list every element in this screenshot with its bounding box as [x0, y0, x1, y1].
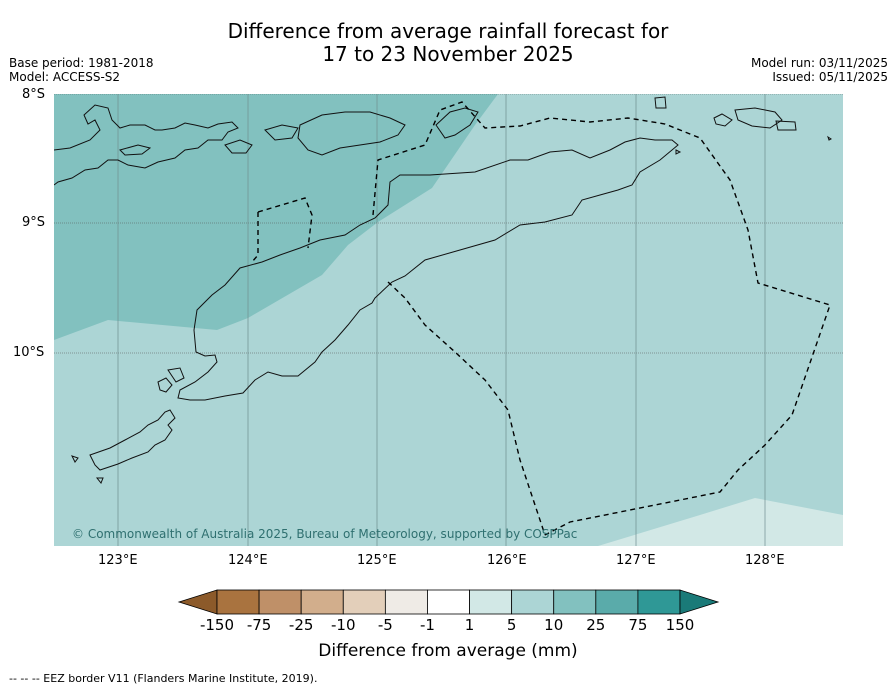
colorbar-tick-label: -25: [288, 616, 314, 634]
lon-label-127e: 127°E: [616, 553, 656, 568]
colorbar-tick-label: -75: [246, 616, 272, 634]
map-area: © Commonwealth of Australia 2025, Bureau…: [54, 94, 843, 546]
model-name: Model: ACCESS-S2: [9, 70, 121, 84]
colorbar-tick-label: 75: [628, 616, 648, 634]
title-line-2: 17 to 23 November 2025: [322, 42, 574, 66]
colorbar-tick-label: -150: [199, 616, 235, 634]
colorbar-tick-label: 25: [586, 616, 606, 634]
lon-label-124e: 124°E: [228, 553, 268, 568]
issued-date: Issued: 05/11/2025: [772, 70, 888, 84]
copyright-notice: © Commonwealth of Australia 2025, Bureau…: [72, 527, 577, 541]
zone-25-75: [54, 94, 498, 340]
meta-right: Model run: 03/11/2025 Issued: 05/11/2025: [751, 56, 888, 84]
colorbar-tick-label: -1: [419, 616, 435, 634]
colorbar-label: Difference from average (mm): [318, 641, 578, 661]
colorbar-tick-label: 150: [665, 616, 695, 634]
map-title: Difference from average rainfall forecas…: [0, 20, 896, 66]
eez-legend-note: -- -- -- EEZ border V11 (Flanders Marine…: [9, 672, 318, 685]
lon-label-125e: 125°E: [357, 553, 397, 568]
coastlines: [54, 96, 832, 484]
zone-5-10: [598, 498, 843, 546]
colorbar-tick-label: 10: [544, 616, 564, 634]
lon-gridlines: [117, 94, 766, 546]
lon-label-126e: 126°E: [487, 553, 527, 568]
lat-label-9s: 9°S: [22, 215, 46, 230]
title-line-1: Difference from average rainfall forecas…: [227, 19, 669, 43]
meta-left: Base period: 1981-2018 Model: ACCESS-S2: [9, 56, 154, 84]
colorbar-tick-label: -5: [377, 616, 393, 634]
colorbar-tick-label: 5: [506, 616, 517, 634]
colorbar-tick-label: -10: [331, 616, 356, 634]
lat-label-10s: 10°S: [13, 345, 45, 360]
model-run: Model run: 03/11/2025: [750, 56, 888, 70]
colorbar-tick-label: 1: [464, 616, 475, 634]
base-period: Base period: 1981-2018: [9, 56, 154, 70]
lon-label-123e: 123°E: [98, 553, 138, 568]
lat-label-8s: 8°S: [22, 87, 46, 102]
eez-borders: [251, 101, 831, 536]
lat-gridlines: [54, 94, 843, 354]
lon-label-128e: 128°E: [745, 553, 785, 568]
